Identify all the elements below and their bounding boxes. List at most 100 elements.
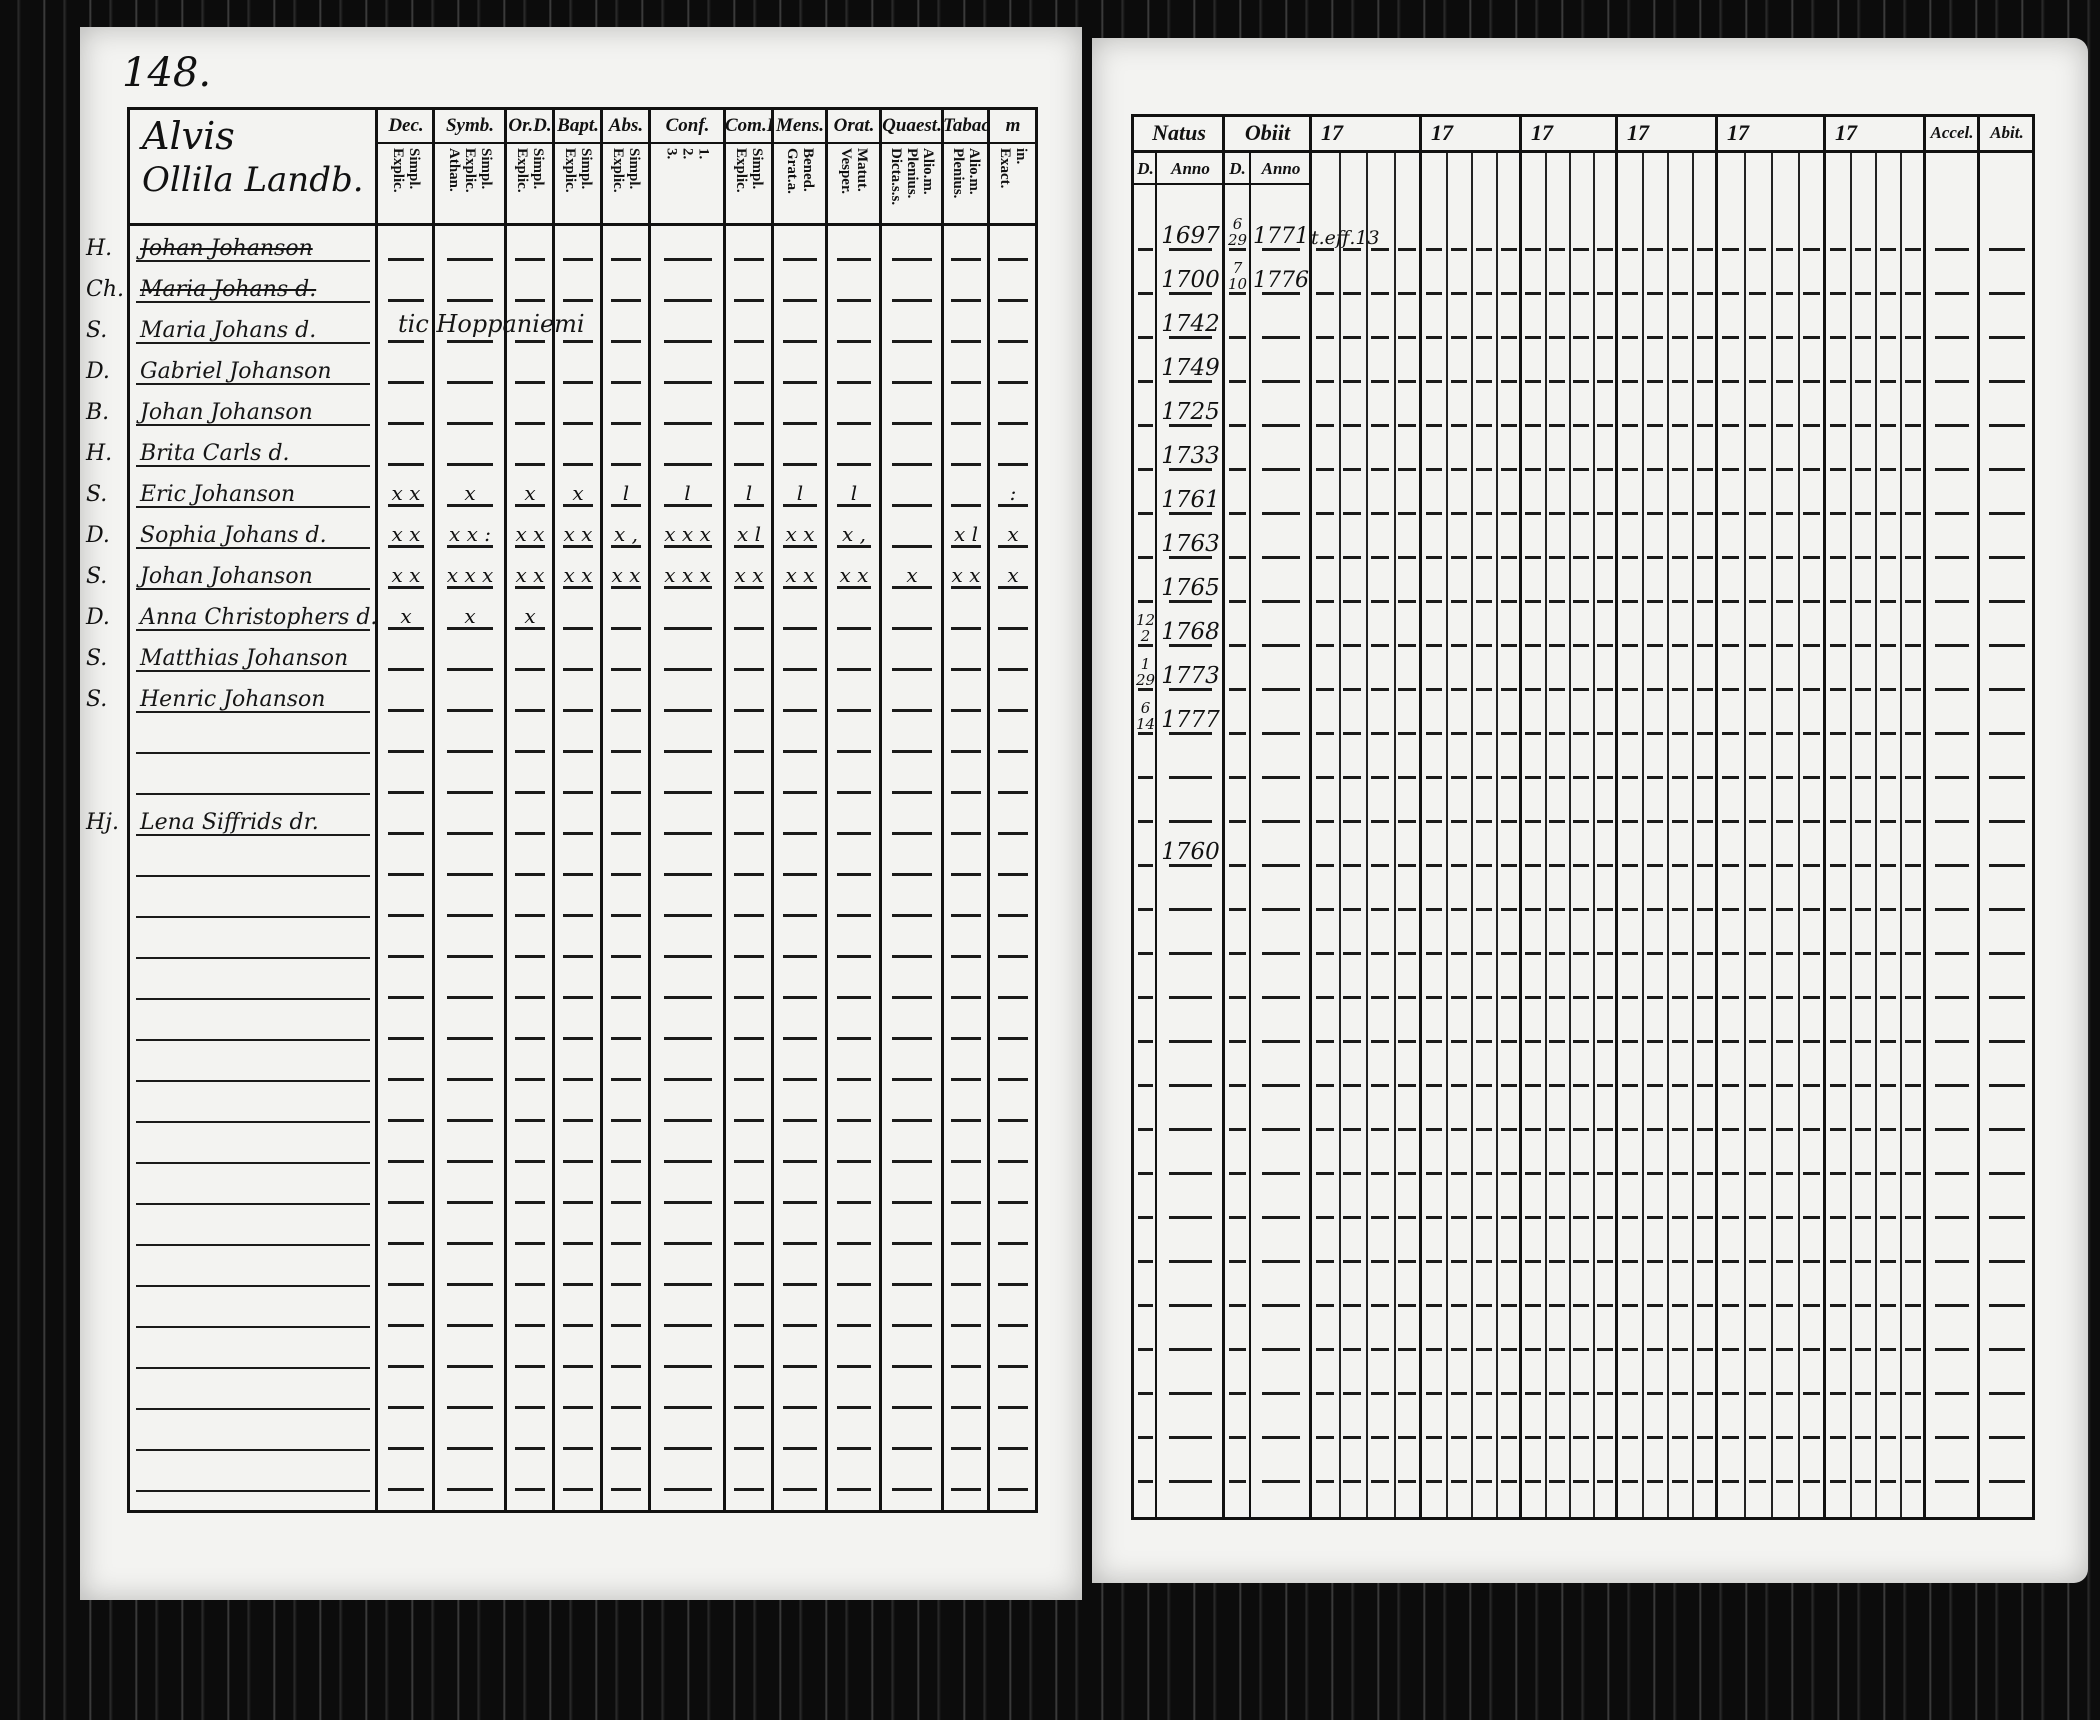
mark-cell: x xyxy=(989,513,1037,554)
relation-abbrev: H. xyxy=(86,236,113,261)
column-subheader-11: Exact. in. xyxy=(989,144,1037,222)
record-cell xyxy=(1771,785,1798,829)
subheader-label: Simpl. xyxy=(478,148,494,190)
mark-cell: l xyxy=(773,472,827,513)
record-cell xyxy=(1224,1093,1251,1137)
death-day: 6 xyxy=(1232,215,1243,233)
record-cell xyxy=(1798,213,1825,257)
mark-cell xyxy=(827,595,881,636)
record-cell xyxy=(1825,433,1850,477)
mark-cell xyxy=(881,759,943,800)
column-header-7: Mens. xyxy=(773,110,827,144)
record-cell xyxy=(1717,609,1744,653)
mark-cell xyxy=(943,1005,989,1046)
record-cell xyxy=(1545,301,1569,345)
record-cell xyxy=(1496,521,1521,565)
record-cell xyxy=(1521,1269,1545,1313)
record-cell xyxy=(1496,1049,1521,1093)
record-cell xyxy=(1471,1181,1496,1225)
record-cell xyxy=(1717,433,1744,477)
mark-cell xyxy=(506,1005,554,1046)
record-cell xyxy=(1850,433,1875,477)
mark-cell xyxy=(725,964,773,1005)
mark-cell xyxy=(989,800,1037,841)
record-cell xyxy=(1692,609,1717,653)
record-cell xyxy=(1900,1181,1925,1225)
record-cell xyxy=(1366,301,1394,345)
column-divider xyxy=(1222,117,1225,1517)
record-cell xyxy=(1744,1401,1771,1445)
record-cell xyxy=(1642,609,1667,653)
record-cell xyxy=(1925,1401,1979,1445)
record-cell xyxy=(1366,1357,1394,1401)
mark-cell xyxy=(773,595,827,636)
record-cell xyxy=(1496,1093,1521,1137)
record-cell xyxy=(1496,785,1521,829)
mark-cell: x xyxy=(506,595,554,636)
record-cell xyxy=(1134,1137,1157,1181)
record-cell xyxy=(1925,829,1979,873)
record-cell xyxy=(1900,1313,1925,1357)
mark-cell xyxy=(378,759,434,800)
record-cell xyxy=(1545,917,1569,961)
mark-cell xyxy=(725,1415,773,1456)
record-cell xyxy=(1593,257,1617,301)
record-cell xyxy=(1692,301,1717,345)
column-subheader-4: Explic. Simpl. xyxy=(602,144,650,222)
column-divider xyxy=(648,110,651,1510)
mark-cell xyxy=(989,923,1037,964)
mark-cell xyxy=(725,923,773,964)
record-cell xyxy=(1394,961,1422,1005)
record-cell xyxy=(1979,1093,2035,1137)
record-cell xyxy=(1850,917,1875,961)
mark-cell xyxy=(650,1046,725,1087)
mark-cell xyxy=(378,267,434,308)
record-cell: 1697 xyxy=(1157,213,1224,257)
record-cell xyxy=(1850,257,1875,301)
record-cell xyxy=(1224,565,1251,609)
record-cell xyxy=(1134,301,1157,345)
record-cell xyxy=(1850,1269,1875,1313)
mark-cell xyxy=(827,349,881,390)
record-cell xyxy=(1569,1049,1593,1093)
record-cell xyxy=(1366,1225,1394,1269)
mark-cell xyxy=(725,226,773,267)
name-cell xyxy=(130,1210,378,1251)
record-cell xyxy=(1593,1357,1617,1401)
mark-cell xyxy=(827,1292,881,1333)
mark-cell xyxy=(881,472,943,513)
mark-cell xyxy=(773,882,827,923)
record-cell xyxy=(1771,1401,1798,1445)
record-cell xyxy=(1667,1313,1692,1357)
record-cell xyxy=(1798,1313,1825,1357)
record-cell xyxy=(1979,1137,2035,1181)
column-subheader-3: Explic. Simpl. xyxy=(554,144,602,222)
subheader-label: Explic. xyxy=(462,148,478,193)
record-cell xyxy=(1394,1181,1422,1225)
record-cell xyxy=(1875,1401,1900,1445)
record-cell xyxy=(1717,741,1744,785)
record-cell xyxy=(1667,785,1692,829)
mark-cell xyxy=(827,308,881,349)
catechetical-table: Alvis Ollila Landb. Dec. Explic. Simpl. Sym… xyxy=(86,107,1038,1513)
record-cell xyxy=(1692,1181,1717,1225)
record-cell xyxy=(1394,565,1422,609)
record-cell xyxy=(1311,1005,1339,1049)
record-cell xyxy=(1471,433,1496,477)
record-cell xyxy=(1667,1181,1692,1225)
mark-cell xyxy=(554,349,602,390)
record-cell xyxy=(1798,477,1825,521)
mark-cell xyxy=(773,964,827,1005)
record-cell xyxy=(1251,609,1311,653)
mark-cell: x x xyxy=(378,513,434,554)
record-cell xyxy=(1717,345,1744,389)
subcolumn-divider xyxy=(1692,153,1694,1517)
mark-cell xyxy=(378,1251,434,1292)
record-cell xyxy=(1366,961,1394,1005)
exam-mark: x xyxy=(524,604,536,628)
record-cell xyxy=(1925,1049,1979,1093)
record-cell xyxy=(1850,1005,1875,1049)
record-cell xyxy=(1545,961,1569,1005)
record-cell xyxy=(1825,873,1850,917)
record-cell xyxy=(1825,961,1850,1005)
